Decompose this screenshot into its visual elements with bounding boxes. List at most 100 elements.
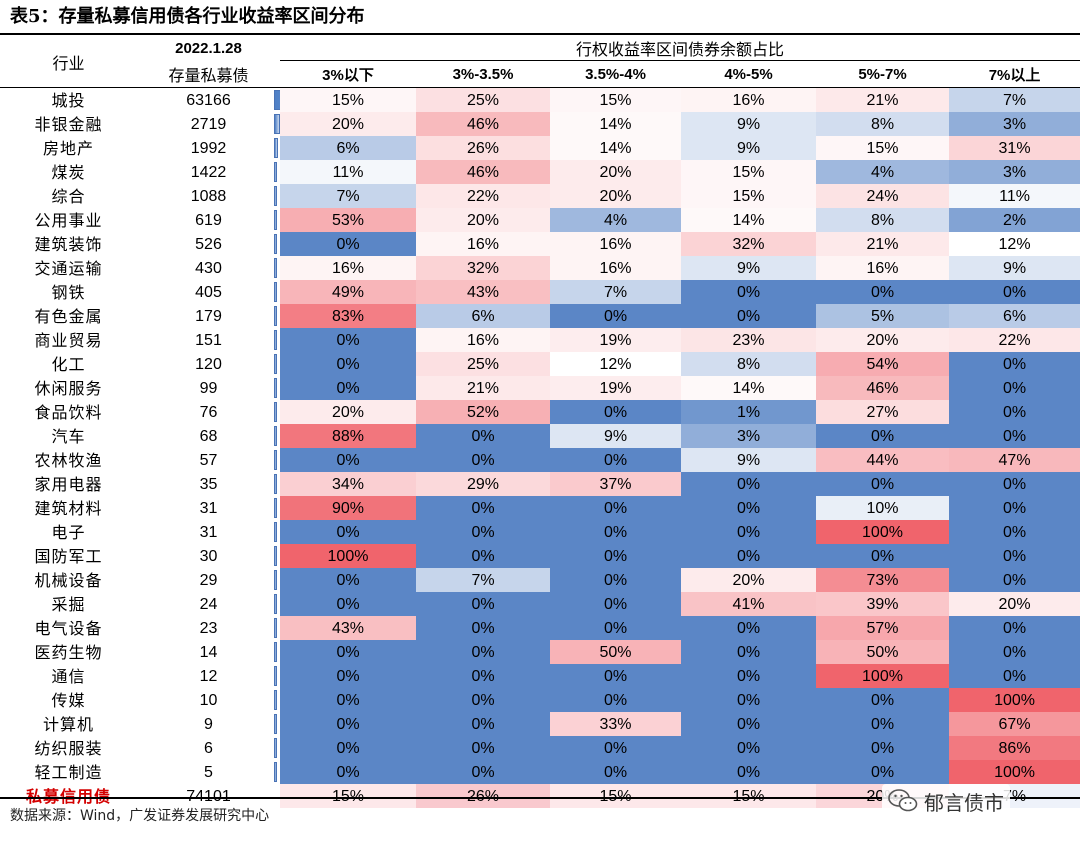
percent-cell: 0% xyxy=(550,616,681,640)
percent-cell: 0% xyxy=(416,424,550,448)
header-range: 3%以下 xyxy=(280,60,416,88)
amount-cell: 76 xyxy=(137,400,280,424)
amount-cell: 24 xyxy=(137,592,280,616)
title-divider xyxy=(0,33,1080,35)
percent-cell: 0% xyxy=(816,736,949,760)
amount-bar xyxy=(274,594,277,614)
percent-cell: 16% xyxy=(681,87,816,112)
industry-cell: 采掘 xyxy=(51,594,86,614)
percent-cell: 100% xyxy=(816,664,949,688)
amount-cell: 29 xyxy=(137,568,280,592)
amount-cell: 68 xyxy=(137,424,280,448)
percent-cell: 15% xyxy=(550,87,681,112)
percent-cell: 3% xyxy=(949,112,1080,136)
amount-bar xyxy=(274,618,277,638)
percent-cell: 15% xyxy=(816,136,949,160)
percent-cell: 0% xyxy=(949,376,1080,400)
percent-cell: 44% xyxy=(816,448,949,472)
industry-cell: 城投 xyxy=(51,90,86,110)
percent-cell: 0% xyxy=(280,568,416,592)
percent-cell: 0% xyxy=(550,304,681,328)
percent-cell: 20% xyxy=(681,568,816,592)
amount-value: 120 xyxy=(195,356,222,373)
percent-cell: 8% xyxy=(681,352,816,376)
amount-value: 74101 xyxy=(186,788,231,805)
amount-cell: 9 xyxy=(137,712,280,736)
table-row: 化工 120 0% 25% 12% 8% 54% 0% xyxy=(0,352,1080,376)
percent-cell: 0% xyxy=(681,688,816,712)
table-row: 纺织服装 6 0% 0% 0% 0% 0% 86% xyxy=(0,736,1080,760)
amount-cell: 63166 xyxy=(137,88,280,113)
percent-cell: 0% xyxy=(550,664,681,688)
percent-cell: 9% xyxy=(949,256,1080,280)
percent-cell: 0% xyxy=(416,736,550,760)
amount-value: 1422 xyxy=(190,164,227,181)
amount-cell: 151 xyxy=(137,328,280,352)
header-range: 3%-3.5% xyxy=(416,60,550,88)
percent-cell: 0% xyxy=(280,712,416,736)
amount-bar xyxy=(274,546,277,566)
amount-bar xyxy=(274,354,277,374)
table-row: 建筑装饰 526 0% 16% 16% 32% 21% 12% xyxy=(0,232,1080,256)
industry-cell: 有色金属 xyxy=(34,306,103,326)
source-note: 数据来源：Wind，广发证券发展研究中心 xyxy=(10,808,270,824)
industry-cell: 休闲服务 xyxy=(34,378,103,398)
percent-cell: 7% xyxy=(550,280,681,304)
percent-cell: 11% xyxy=(949,184,1080,208)
industry-cell: 建筑材料 xyxy=(34,498,103,518)
table-row: 电气设备 23 43% 0% 0% 0% 57% 0% xyxy=(0,616,1080,640)
percent-cell: 12% xyxy=(550,352,681,376)
percent-cell: 0% xyxy=(280,640,416,664)
percent-cell: 0% xyxy=(949,520,1080,544)
percent-cell: 0% xyxy=(550,568,681,592)
wechat-icon xyxy=(888,789,918,812)
percent-cell: 19% xyxy=(550,328,681,352)
industry-cell: 电气设备 xyxy=(34,618,103,638)
percent-cell: 0% xyxy=(280,760,416,784)
percent-cell: 100% xyxy=(280,544,416,568)
amount-value: 29 xyxy=(199,572,218,589)
percent-cell: 88% xyxy=(280,424,416,448)
amount-bar xyxy=(274,642,277,662)
amount-bar xyxy=(274,234,277,254)
amount-value: 179 xyxy=(195,308,222,325)
amount-cell: 5 xyxy=(137,760,280,784)
amount-bar xyxy=(274,690,277,710)
amount-bar xyxy=(274,186,277,206)
percent-cell: 15% xyxy=(550,784,681,808)
watermark: 郁言债市 xyxy=(882,784,1010,818)
table-row: 商业贸易 151 0% 16% 19% 23% 20% 22% xyxy=(0,328,1080,352)
table-row: 通信 12 0% 0% 0% 0% 100% 0% xyxy=(0,664,1080,688)
industry-cell: 通信 xyxy=(51,666,86,686)
header-amount: 存量私募债 xyxy=(137,60,280,88)
percent-cell: 29% xyxy=(416,472,550,496)
industry-cell: 交通运输 xyxy=(34,258,103,278)
amount-value: 1088 xyxy=(190,188,227,205)
industry-cell: 煤炭 xyxy=(51,162,86,182)
percent-cell: 46% xyxy=(816,376,949,400)
table-row: 电子 31 0% 0% 0% 0% 100% 0% xyxy=(0,520,1080,544)
percent-cell: 100% xyxy=(816,520,949,544)
bottom-divider xyxy=(0,797,1080,799)
industry-cell: 轻工制造 xyxy=(34,762,103,782)
percent-cell: 0% xyxy=(280,520,416,544)
percent-cell: 0% xyxy=(949,568,1080,592)
percent-cell: 0% xyxy=(550,592,681,616)
percent-cell: 15% xyxy=(681,784,816,808)
percent-cell: 9% xyxy=(681,112,816,136)
percent-cell: 12% xyxy=(949,232,1080,256)
table-row: 交通运输 430 16% 32% 16% 9% 16% 9% xyxy=(0,256,1080,280)
table-body: 城投 63166 15% 25% 15% 16% 21% 7% 非银金融 2719 20% 46% 14… xyxy=(0,87,1080,808)
industry-cell: 综合 xyxy=(51,186,86,206)
percent-cell: 100% xyxy=(949,760,1080,784)
percent-cell: 32% xyxy=(681,232,816,256)
amount-bar xyxy=(274,570,277,590)
percent-cell: 37% xyxy=(550,472,681,496)
amount-bar xyxy=(274,114,280,134)
table-row: 计算机 9 0% 0% 33% 0% 0% 67% xyxy=(0,712,1080,736)
amount-value: 63166 xyxy=(186,92,231,109)
amount-value: 9 xyxy=(204,716,213,733)
percent-cell: 0% xyxy=(416,520,550,544)
percent-cell: 10% xyxy=(816,496,949,520)
amount-value: 151 xyxy=(195,332,222,349)
